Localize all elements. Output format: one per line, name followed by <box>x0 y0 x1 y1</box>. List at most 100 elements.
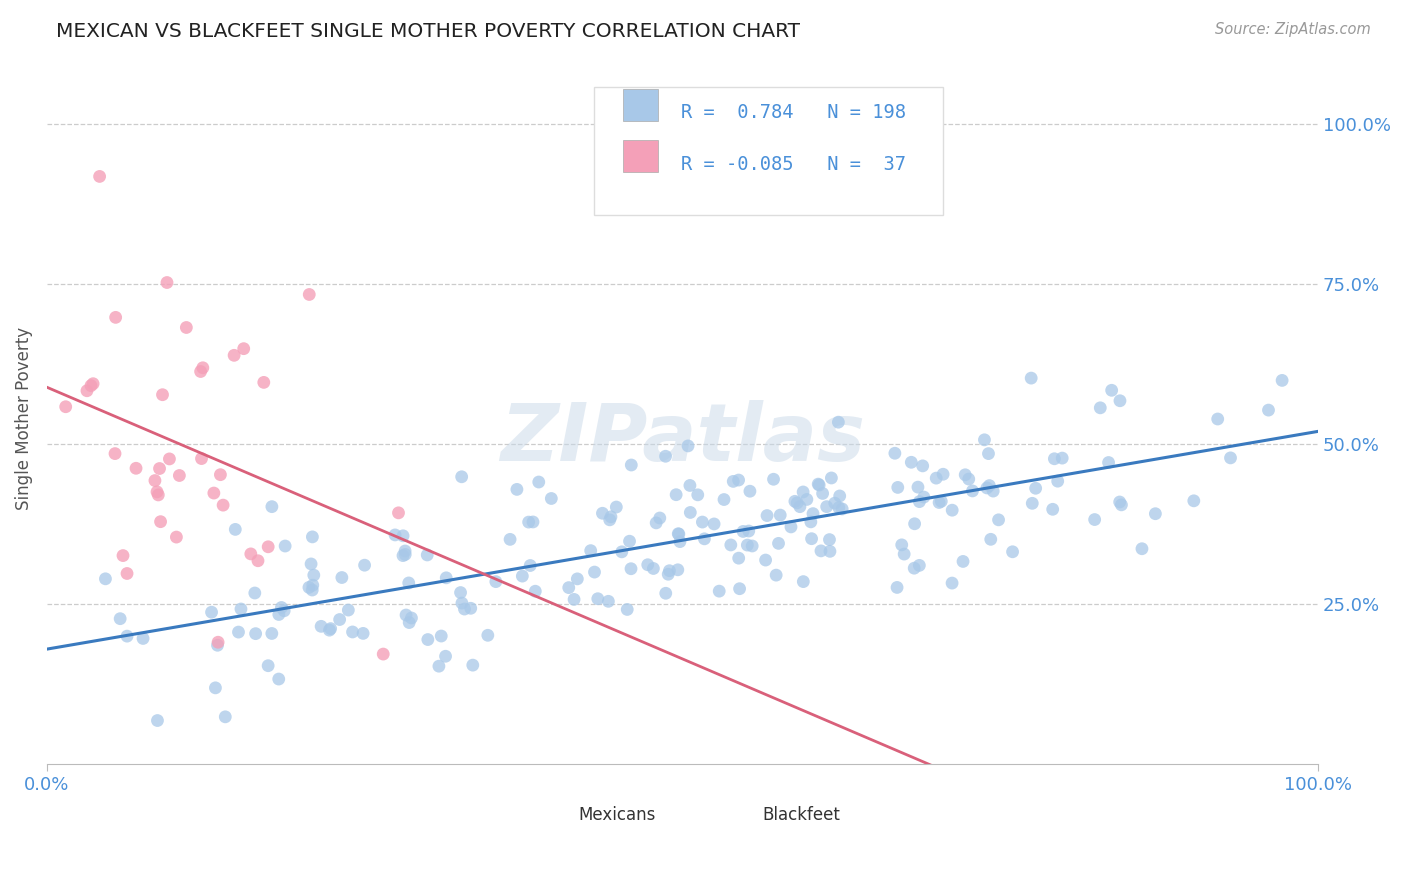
Point <box>824 496 846 510</box>
Point <box>562 592 585 607</box>
Point <box>911 458 934 473</box>
Point <box>619 534 641 549</box>
Point <box>786 496 808 510</box>
Point <box>720 538 742 552</box>
FancyBboxPatch shape <box>536 808 568 830</box>
Point <box>800 532 823 546</box>
Point <box>567 572 589 586</box>
Point <box>270 600 292 615</box>
Point <box>962 483 984 498</box>
Point <box>1042 502 1064 516</box>
Point <box>728 582 751 596</box>
Point <box>808 478 831 492</box>
Point <box>169 468 191 483</box>
Point <box>301 530 323 544</box>
Point <box>929 494 952 508</box>
Point <box>427 659 450 673</box>
Point <box>783 494 806 508</box>
Point <box>686 488 709 502</box>
Point <box>818 533 841 547</box>
Point <box>815 500 838 514</box>
Point <box>55 400 77 414</box>
Point <box>903 561 925 575</box>
Point <box>780 520 803 534</box>
Point <box>299 557 322 571</box>
Point <box>461 658 484 673</box>
Point <box>522 515 544 529</box>
Point <box>973 433 995 447</box>
Point <box>733 524 755 539</box>
Point <box>1101 384 1123 398</box>
Point <box>212 498 235 512</box>
Point <box>579 543 602 558</box>
Point <box>342 624 364 639</box>
Point <box>392 529 415 543</box>
Point <box>132 632 155 646</box>
Point <box>616 602 638 616</box>
Point <box>104 447 127 461</box>
Point <box>620 562 643 576</box>
Text: R =  0.784   N = 198: R = 0.784 N = 198 <box>682 103 907 121</box>
Point <box>1109 393 1132 408</box>
Point <box>434 649 457 664</box>
Point <box>886 581 908 595</box>
Point <box>738 484 761 499</box>
Point <box>260 626 283 640</box>
Point <box>928 495 950 509</box>
Point <box>416 548 439 562</box>
Point <box>1144 507 1167 521</box>
Point <box>143 474 166 488</box>
Point <box>727 551 749 566</box>
Point <box>800 515 823 529</box>
Point <box>818 544 841 558</box>
Point <box>637 558 659 572</box>
Point <box>228 625 250 640</box>
Point <box>703 516 725 531</box>
Point <box>883 446 905 460</box>
Point <box>207 638 229 652</box>
Point <box>540 491 562 506</box>
Point <box>309 619 332 633</box>
Point <box>1111 498 1133 512</box>
Point <box>599 513 621 527</box>
Y-axis label: Single Mother Poverty: Single Mother Poverty <box>15 327 32 510</box>
Point <box>1257 403 1279 417</box>
Point <box>115 629 138 643</box>
Point <box>111 549 134 563</box>
Point <box>668 527 690 541</box>
Point <box>807 477 830 491</box>
Point <box>273 604 295 618</box>
Point <box>620 458 643 472</box>
Point <box>395 607 418 622</box>
Point <box>209 467 232 482</box>
FancyBboxPatch shape <box>623 139 658 172</box>
Point <box>727 473 749 487</box>
Point <box>416 632 439 647</box>
Point <box>401 611 423 625</box>
Point <box>768 536 790 550</box>
Point <box>200 605 222 619</box>
Point <box>506 483 529 497</box>
Point <box>941 576 963 591</box>
Point <box>912 490 935 504</box>
Point <box>387 506 409 520</box>
Point <box>301 578 323 592</box>
Point <box>738 524 761 538</box>
Point <box>828 500 851 515</box>
FancyBboxPatch shape <box>721 808 752 830</box>
Point <box>789 500 811 514</box>
Text: ZIPatlas: ZIPatlas <box>501 401 865 478</box>
Point <box>156 276 179 290</box>
Point <box>384 528 406 542</box>
Point <box>643 561 665 575</box>
Point <box>1043 451 1066 466</box>
Point <box>1050 451 1073 466</box>
Point <box>932 467 955 482</box>
Point <box>80 378 103 392</box>
Point <box>260 500 283 514</box>
Point <box>159 451 181 466</box>
Point <box>319 622 342 636</box>
Point <box>941 503 963 517</box>
Point <box>239 547 262 561</box>
Text: Blackfeet: Blackfeet <box>762 805 841 824</box>
